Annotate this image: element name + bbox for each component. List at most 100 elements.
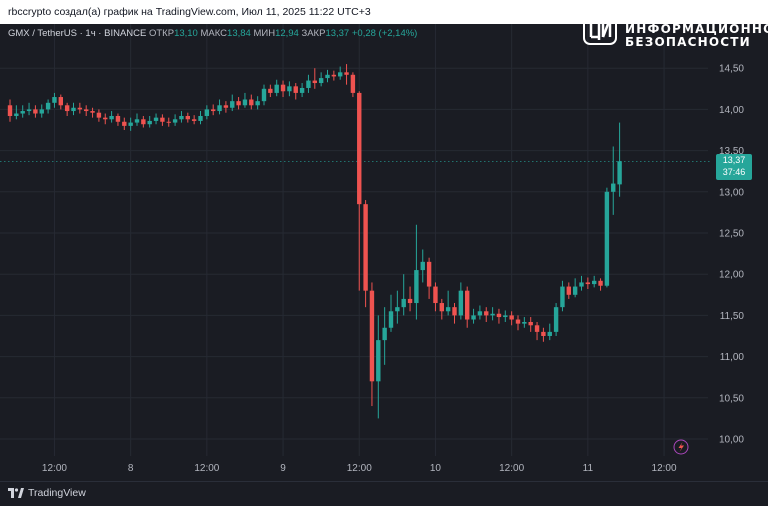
- candle: [84, 105, 89, 116]
- y-tick-label: 14,50: [719, 64, 744, 75]
- candle: [541, 327, 546, 342]
- symbol-legend: GMX / TetherUS · 1ч · BINANCE ОТКР13,10 …: [8, 28, 417, 39]
- candle: [198, 111, 203, 125]
- candle: [331, 70, 337, 81]
- candle: [274, 79, 279, 97]
- candle: [299, 83, 305, 98]
- candle: [242, 92, 248, 108]
- candle: [109, 111, 114, 123]
- candle: [496, 308, 502, 324]
- candle: [172, 114, 178, 126]
- chart-credit-text: rbccrypto создал(а) график на TradingVie…: [8, 6, 371, 18]
- y-tick-label: 10,50: [719, 393, 744, 404]
- candle: [128, 117, 133, 131]
- candle: [122, 117, 127, 130]
- candle: [490, 307, 495, 321]
- candle: [249, 94, 254, 110]
- candle: [217, 99, 222, 115]
- candle: [236, 97, 241, 110]
- candle: [147, 115, 152, 128]
- candle: [509, 311, 514, 326]
- candle: [382, 307, 387, 365]
- x-tick-label: 12:00: [194, 463, 219, 474]
- candle: [611, 146, 616, 215]
- candle: [223, 101, 229, 113]
- chart-credit-bar: rbccrypto создал(а) график на TradingVie…: [0, 0, 768, 24]
- candle: [465, 286, 470, 328]
- y-tick-label: 11,50: [720, 311, 745, 322]
- y-axis: 10,00 10,50 11,00 11,50 12,00 12,50 13,00 13,50…: [719, 64, 744, 446]
- candle: [33, 105, 38, 118]
- y-tick-label: 11,00: [720, 352, 745, 363]
- candle: [293, 83, 298, 100]
- x-tick-label: 9: [280, 463, 286, 474]
- candle: [363, 200, 368, 308]
- logo-line-2: ИНФОРМАЦИОННОЙ: [625, 22, 768, 36]
- candlestick-chart[interactable]: 10,00 10,50 11,00 11,50 12,00 12,50 13,00 13,50…: [0, 0, 768, 481]
- candle: [388, 294, 394, 332]
- candle: [306, 74, 311, 93]
- candle: [287, 81, 292, 97]
- candle: [7, 99, 13, 122]
- candle: [515, 315, 521, 331]
- candle: [560, 280, 565, 312]
- y-tick-label: 12,50: [719, 229, 744, 240]
- candle: [96, 109, 102, 122]
- candle: [103, 113, 108, 125]
- y-tick-label: 12,00: [719, 270, 744, 281]
- candle: [338, 66, 343, 80]
- candle: [426, 257, 432, 299]
- x-tick-label: 12:00: [499, 463, 524, 474]
- candle: [26, 102, 32, 116]
- candle: [230, 94, 235, 112]
- candle: [255, 96, 260, 110]
- candle: [90, 107, 95, 118]
- candle: [484, 307, 489, 322]
- y-tick-label: 14,00: [719, 105, 744, 116]
- candle: [268, 84, 273, 98]
- open-label: ОТКР: [148, 28, 175, 39]
- y-tick-label: 13,50: [719, 146, 744, 157]
- candle: [160, 114, 165, 126]
- candle: [350, 72, 356, 98]
- candle: [141, 115, 146, 128]
- last-price-value: 13,37: [722, 155, 746, 165]
- candle: [452, 303, 457, 324]
- candle: [58, 94, 63, 110]
- close-label: ЗАКР: [301, 28, 326, 39]
- cib-emblem-icon: [583, 11, 617, 45]
- candle: [211, 104, 216, 116]
- tradingview-brand-text: TradingView: [28, 487, 86, 499]
- candle: [598, 278, 603, 291]
- candle: [77, 102, 83, 114]
- logo-line-1: ЦЕНТР: [625, 9, 678, 23]
- cib-logo: ЦЕНТР ИНФОРМАЦИОННОЙ БЕЗОПАСНОСТИ: [578, 6, 768, 48]
- candle: [166, 117, 171, 127]
- candle: [528, 317, 533, 332]
- candle: [20, 105, 25, 118]
- change-value: +0,28 (+2,14%): [351, 28, 418, 39]
- chart-area[interactable]: [0, 24, 768, 481]
- candle: [39, 104, 44, 118]
- candle: [547, 323, 552, 341]
- flash-icon[interactable]: [673, 439, 689, 455]
- candle: [553, 303, 559, 336]
- candle: [401, 274, 406, 316]
- candle: [477, 305, 483, 320]
- candle: [604, 187, 610, 288]
- candle: [579, 275, 584, 291]
- candle: [52, 92, 57, 108]
- candle: [395, 290, 400, 324]
- tradingview-brand[interactable]: TradingView: [8, 487, 86, 499]
- candles: [7, 64, 622, 419]
- footer: TradingView: [0, 481, 768, 506]
- candle: [261, 84, 267, 106]
- candle: [566, 282, 571, 299]
- candle: [71, 102, 76, 116]
- symbol-name[interactable]: GMX / TetherUS · 1ч · BINANCE: [8, 28, 147, 39]
- bar-countdown: 37:46: [722, 167, 746, 177]
- candle: [312, 68, 317, 89]
- candle: [572, 278, 578, 298]
- candle: [369, 282, 375, 407]
- y-tick-label: 13,00: [719, 187, 744, 198]
